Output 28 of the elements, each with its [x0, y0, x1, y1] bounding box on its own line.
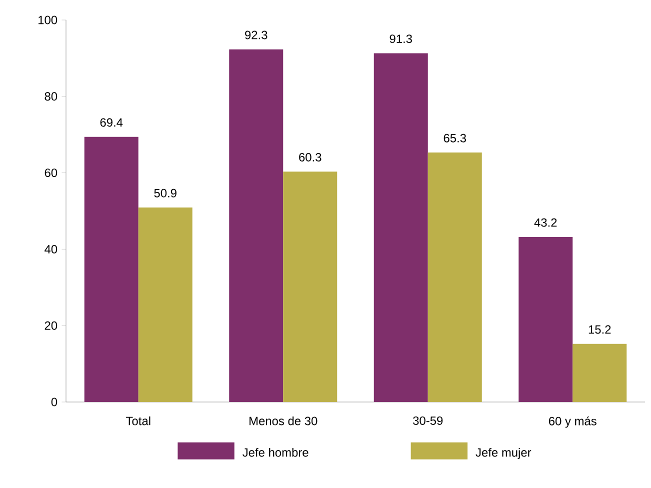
x-tick-label: Total [126, 416, 150, 426]
data-label: 91.3 [390, 34, 412, 44]
data-label: 15.2 [588, 325, 611, 334]
bar [138, 208, 192, 402]
data-label: 43.2 [534, 218, 557, 227]
y-tick-label: 40 [44, 244, 58, 254]
bar [374, 53, 428, 402]
x-tick-label: 60 y más [548, 416, 596, 428]
bar [518, 236, 573, 402]
data-label: 65.3 [444, 134, 466, 142]
bar [572, 344, 627, 402]
bar [283, 172, 338, 402]
data-label: 92.3 [245, 30, 268, 40]
legend-label: Jefe hombre [242, 448, 308, 457]
data-label: 60.3 [299, 153, 322, 162]
bar [229, 49, 284, 402]
x-tick-label: Menos de 30 [250, 416, 318, 426]
bar [428, 152, 482, 402]
data-label: 50.9 [154, 188, 176, 198]
y-tick-label: 20 [44, 321, 58, 330]
y-tick-label: 100 [38, 16, 58, 24]
data-label: 69.4 [100, 118, 123, 127]
y-tick-label: 60 [44, 168, 58, 178]
x-tick-label: 30-59 [413, 416, 443, 425]
legend-label: Jefe mujer [476, 448, 532, 460]
bar [84, 136, 138, 402]
y-tick-label: 80 [44, 92, 58, 101]
y-tick-label: 0 [51, 398, 58, 406]
